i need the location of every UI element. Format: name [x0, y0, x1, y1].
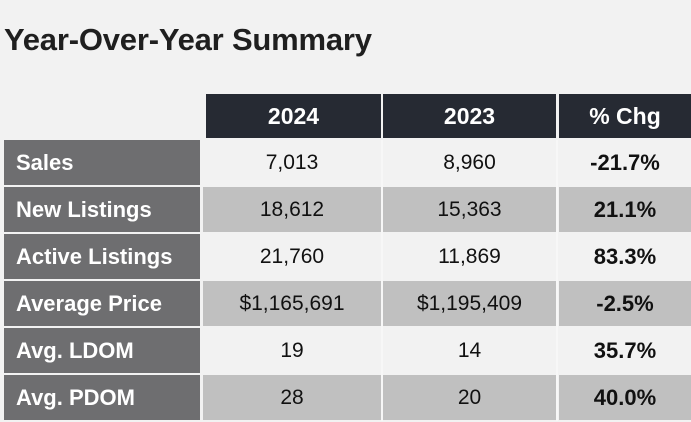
column-header-pct-chg: % Chg [559, 94, 691, 138]
cell-2024: 7,013 [203, 140, 381, 187]
table-row-average-price: Average Price $1,165,691 $1,195,409 -2.5… [0, 281, 691, 328]
cell-pct-chg: 21.1% [559, 187, 691, 234]
cell-pct-chg: 83.3% [559, 234, 691, 281]
cell-2024: $1,165,691 [203, 281, 381, 328]
row-label: Avg. LDOM [4, 328, 200, 375]
cell-2024: 28 [203, 375, 381, 422]
row-label: New Listings [4, 187, 200, 234]
cell-2024: 18,612 [203, 187, 381, 234]
cell-2023: $1,195,409 [383, 281, 556, 328]
column-header-2024: 2024 [206, 94, 381, 138]
cell-2023: 20 [383, 375, 556, 422]
row-label: Average Price [4, 281, 200, 328]
column-header-2023: 2023 [383, 94, 556, 138]
cell-pct-chg: 35.7% [559, 328, 691, 375]
cell-2024: 19 [203, 328, 381, 375]
cell-pct-chg: -2.5% [559, 281, 691, 328]
page-title: Year-Over-Year Summary [4, 22, 372, 57]
column-divider [556, 140, 558, 421]
cell-2023: 15,363 [383, 187, 556, 234]
cell-2024: 21,760 [203, 234, 381, 281]
cell-pct-chg: 40.0% [559, 375, 691, 422]
row-label: Sales [4, 140, 200, 187]
cell-2023: 8,960 [383, 140, 556, 187]
summary-table: 2024 2023 % Chg Sales 7,013 8,960 -21.7%… [0, 92, 691, 422]
table-row-new-listings: New Listings 18,612 15,363 21.1% [0, 187, 691, 234]
cell-pct-chg: -21.7% [559, 140, 691, 187]
table-row-sales: Sales 7,013 8,960 -21.7% [0, 140, 691, 187]
table-row-avg-pdom: Avg. PDOM 28 20 40.0% [0, 375, 691, 422]
table-row-active-listings: Active Listings 21,760 11,869 83.3% [0, 234, 691, 281]
column-divider [381, 140, 383, 421]
table-row-avg-ldom: Avg. LDOM 19 14 35.7% [0, 328, 691, 375]
row-label: Avg. PDOM [4, 375, 200, 422]
row-label: Active Listings [4, 234, 200, 281]
cell-2023: 14 [383, 328, 556, 375]
cell-2023: 11,869 [383, 234, 556, 281]
